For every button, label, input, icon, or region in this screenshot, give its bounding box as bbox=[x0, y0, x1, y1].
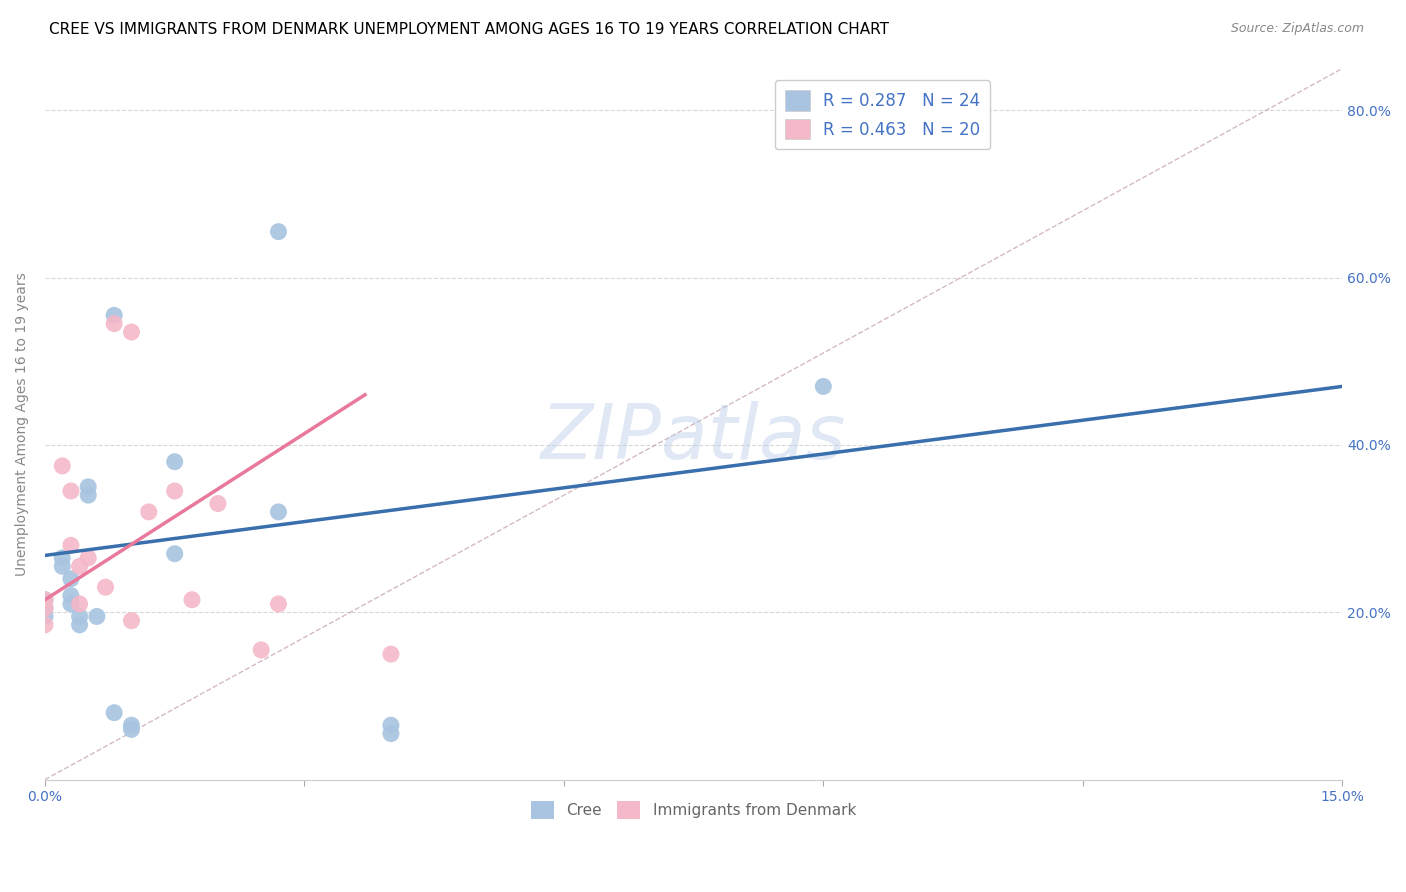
Point bbox=[207, 497, 229, 511]
Point bbox=[267, 225, 290, 239]
Point bbox=[69, 597, 91, 611]
Legend: Cree, Immigrants from Denmark: Cree, Immigrants from Denmark bbox=[526, 795, 862, 825]
Point bbox=[94, 580, 117, 594]
Point bbox=[69, 609, 91, 624]
Point bbox=[77, 480, 100, 494]
Point bbox=[51, 550, 73, 565]
Point bbox=[69, 617, 91, 632]
Point bbox=[120, 614, 142, 628]
Point bbox=[163, 547, 186, 561]
Point bbox=[59, 589, 82, 603]
Point bbox=[34, 601, 56, 615]
Point bbox=[267, 597, 290, 611]
Point bbox=[380, 726, 402, 740]
Point bbox=[77, 488, 100, 502]
Point bbox=[120, 325, 142, 339]
Point bbox=[163, 455, 186, 469]
Point bbox=[34, 601, 56, 615]
Point bbox=[59, 483, 82, 498]
Point bbox=[120, 718, 142, 732]
Point bbox=[77, 550, 100, 565]
Point bbox=[34, 592, 56, 607]
Point bbox=[103, 308, 125, 322]
Point bbox=[103, 317, 125, 331]
Point bbox=[250, 643, 273, 657]
Point bbox=[69, 559, 91, 574]
Point bbox=[138, 505, 160, 519]
Y-axis label: Unemployment Among Ages 16 to 19 years: Unemployment Among Ages 16 to 19 years bbox=[15, 272, 30, 576]
Point bbox=[86, 609, 108, 624]
Text: CREE VS IMMIGRANTS FROM DENMARK UNEMPLOYMENT AMONG AGES 16 TO 19 YEARS CORRELATI: CREE VS IMMIGRANTS FROM DENMARK UNEMPLOY… bbox=[49, 22, 889, 37]
Point bbox=[59, 538, 82, 552]
Point bbox=[34, 592, 56, 607]
Point bbox=[51, 458, 73, 473]
Point bbox=[163, 483, 186, 498]
Point bbox=[59, 572, 82, 586]
Point bbox=[267, 505, 290, 519]
Point bbox=[51, 559, 73, 574]
Point bbox=[120, 723, 142, 737]
Point bbox=[380, 718, 402, 732]
Point bbox=[380, 647, 402, 661]
Point bbox=[813, 379, 835, 393]
Point bbox=[103, 706, 125, 720]
Text: ZIPatlas: ZIPatlas bbox=[541, 401, 846, 475]
Point bbox=[34, 609, 56, 624]
Text: Source: ZipAtlas.com: Source: ZipAtlas.com bbox=[1230, 22, 1364, 36]
Point bbox=[59, 597, 82, 611]
Point bbox=[181, 592, 204, 607]
Point bbox=[34, 617, 56, 632]
